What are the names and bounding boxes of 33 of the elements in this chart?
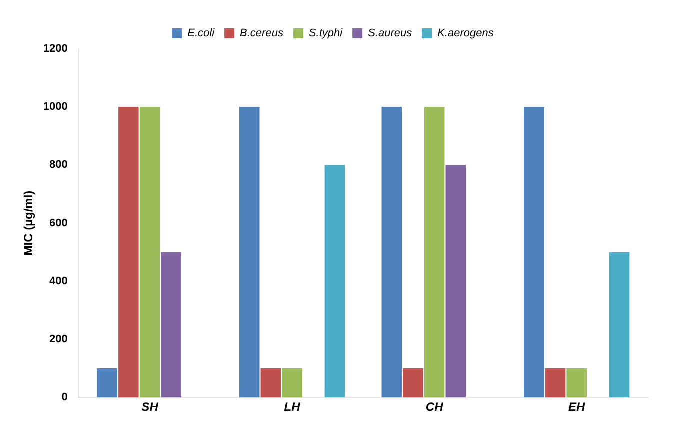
legend-label: S.aureus [368,28,413,40]
y-tick-label: 1000 [43,101,68,114]
bar [140,107,160,398]
bar [609,252,630,398]
bar [446,165,466,398]
bar [566,368,587,398]
bar [545,368,566,398]
legend-label: E.coli [188,28,216,40]
x-tick-label: SH [142,400,159,414]
bar [524,107,544,398]
bar [324,165,346,398]
y-tick-label: 400 [50,275,68,288]
y-tick-label: 800 [50,159,68,172]
y-tick-label: 0 [62,392,68,404]
x-tick-label: CH [426,400,444,414]
y-axis-title: MIC (µg/ml) [22,190,36,256]
y-tick-label: 200 [50,334,68,346]
bar [282,368,302,398]
legend-label: S.typhi [308,28,344,40]
bar [239,107,260,398]
bar [118,107,139,398]
bar [260,368,282,398]
bar [403,368,424,398]
bar [161,252,182,398]
legend-label: B.cereus [240,28,284,40]
bar [382,107,402,398]
legend-label: K.aerogens [438,28,494,40]
bar [424,107,445,398]
bar [97,368,118,398]
x-tick-label: LH [284,400,301,414]
y-tick-label: 600 [50,217,68,230]
y-tick-label: 1200 [43,43,68,56]
x-tick-label: EH [568,400,586,414]
